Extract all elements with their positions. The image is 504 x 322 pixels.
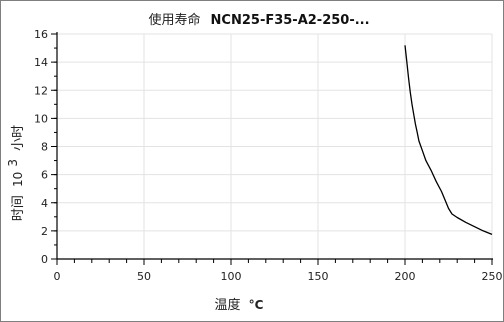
x-axis-label-unit: °C (249, 298, 264, 312)
x-tick-label: 250 (482, 270, 503, 283)
y-axis-label-cn-1: 时间 (11, 195, 26, 221)
series-layer (404, 45, 493, 236)
y-axis-label-sup: 3 (6, 159, 20, 167)
x-axis-label: 温度 °C (215, 294, 264, 313)
chart-title: 使用寿命 NCN25-F35-A2-250-... (148, 9, 369, 28)
y-tick-label: 2 (41, 225, 48, 238)
y-axis-label-cn-2: 小时 (11, 125, 26, 151)
y-tick-label: 8 (41, 141, 48, 154)
y-tick-label: 0 (41, 253, 48, 266)
x-tick-label: 150 (308, 270, 329, 283)
series-line (404, 45, 493, 236)
y-tick-label: 14 (34, 56, 48, 69)
x-tick-label: 50 (137, 270, 151, 283)
x-tick-label: 0 (54, 270, 61, 283)
chart-title-code: NCN25-F35-A2-250-... (211, 13, 370, 28)
grid (57, 33, 493, 259)
x-tick-label: 200 (395, 270, 416, 283)
y-tick-label: 10 (34, 112, 48, 125)
y-tick-label: 12 (34, 84, 48, 97)
x-axis-label-cn: 温度 (215, 297, 241, 313)
x-tick-label: 100 (221, 270, 242, 283)
y-tick-label: 4 (41, 197, 48, 210)
y-axis-label-exp: 10 (11, 172, 25, 187)
axes (56, 32, 493, 260)
y-axis-label: 时间 10 3 小时 (2, 125, 26, 221)
y-tick-label: 6 (41, 169, 48, 182)
y-tick-label: 16 (34, 28, 48, 41)
minor-ticks (51, 33, 493, 265)
chart-title-cn: 使用寿命 (148, 12, 200, 28)
tick-labels: 0 50 100 150 200 250 0 2 4 6 8 10 12 14 16 (34, 28, 503, 283)
